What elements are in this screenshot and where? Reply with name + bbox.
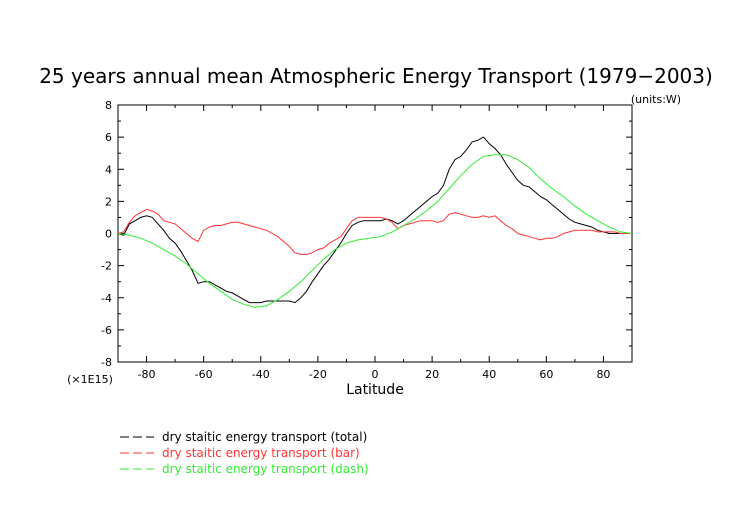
legend-label-1: dry staitic energy transport (bar) [162, 446, 360, 460]
chart-title: 25 years annual mean Atmospheric Energy … [39, 64, 713, 88]
x-axis-label: Latitude [346, 382, 404, 398]
x-tick-label: 0 [372, 368, 379, 381]
x-tick-label: 80 [596, 368, 610, 381]
y-tick-label: 2 [105, 195, 112, 208]
y-axis: -8 -6 -4 -2 0 2 4 6 8 [101, 99, 632, 369]
x-tick-label: -40 [252, 368, 270, 381]
y-tick-label: -6 [101, 324, 112, 337]
series-line-1 [117, 208, 632, 255]
x-tick-label: -80 [138, 368, 156, 381]
x-axis: -80 -60 -40 -20 0 20 40 60 80 [117, 105, 633, 381]
legend-label-0: dry staitic energy transport (total) [162, 430, 367, 444]
x-tick-label: 60 [539, 368, 553, 381]
y-tick-label: 4 [105, 163, 112, 176]
legend-label-2: dry staitic energy transport (dash) [162, 462, 369, 476]
y-tick-label: -4 [101, 292, 112, 305]
y-tick-label: 0 [105, 228, 112, 241]
x-tick-label: 20 [425, 368, 439, 381]
y-tick-label: -8 [101, 356, 112, 369]
x-tick-label: -60 [195, 368, 213, 381]
x-tick-label: 40 [482, 368, 496, 381]
x-tick-label: -20 [309, 368, 327, 381]
series-line-2 [117, 154, 633, 308]
units-label: (units:W) [631, 93, 681, 106]
series-line-0 [117, 136, 632, 304]
y-tick-label: -2 [101, 260, 112, 273]
axis-multiplier: (×1E15) [67, 373, 113, 386]
legend: dry staitic energy transport (total) dry … [120, 430, 369, 476]
y-tick-label: 6 [105, 131, 112, 144]
plot-frame [117, 104, 633, 363]
series-lines [117, 136, 633, 308]
y-tick-label: 8 [105, 99, 112, 112]
